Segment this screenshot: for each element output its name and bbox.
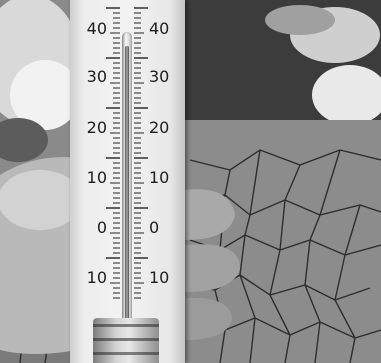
- bulb-cap: [93, 318, 159, 363]
- scale-label-right-0: 0: [149, 218, 160, 237]
- dark-ground-left: [0, 118, 48, 162]
- thermometer: 40 30 20 10 0 10 40 30 20 10 0 10: [70, 0, 185, 363]
- scale-label-left-0: 0: [96, 218, 107, 237]
- cloud-left-highlight: [10, 60, 80, 130]
- thumb: [0, 170, 82, 230]
- scale-label-right-20: 20: [149, 118, 170, 137]
- mercury-column: [125, 45, 129, 330]
- scale-label-right-10: 10: [149, 168, 170, 187]
- finger-1: [185, 189, 235, 240]
- scale-label-left-10: 10: [86, 168, 107, 187]
- scale-label-right-minus-10: 10: [149, 268, 170, 287]
- scale-label-right-40: 40: [149, 19, 170, 38]
- cap-band-bottom: [93, 352, 159, 355]
- cap-band-mid: [93, 338, 159, 341]
- scale-label-left-30: 30: [86, 67, 107, 86]
- scale-label-right-30: 30: [149, 67, 170, 86]
- cap-band-top: [93, 324, 159, 327]
- scale-label-left-minus-10: 10: [86, 268, 107, 287]
- scale-ticks: [106, 7, 148, 299]
- scale-label-left-40: 40: [86, 19, 107, 38]
- cloud-right: [312, 65, 381, 125]
- cloud-top-mid: [265, 5, 335, 35]
- scale-label-left-20: 20: [86, 118, 107, 137]
- finger-3: [185, 297, 232, 340]
- finger-2: [185, 244, 240, 292]
